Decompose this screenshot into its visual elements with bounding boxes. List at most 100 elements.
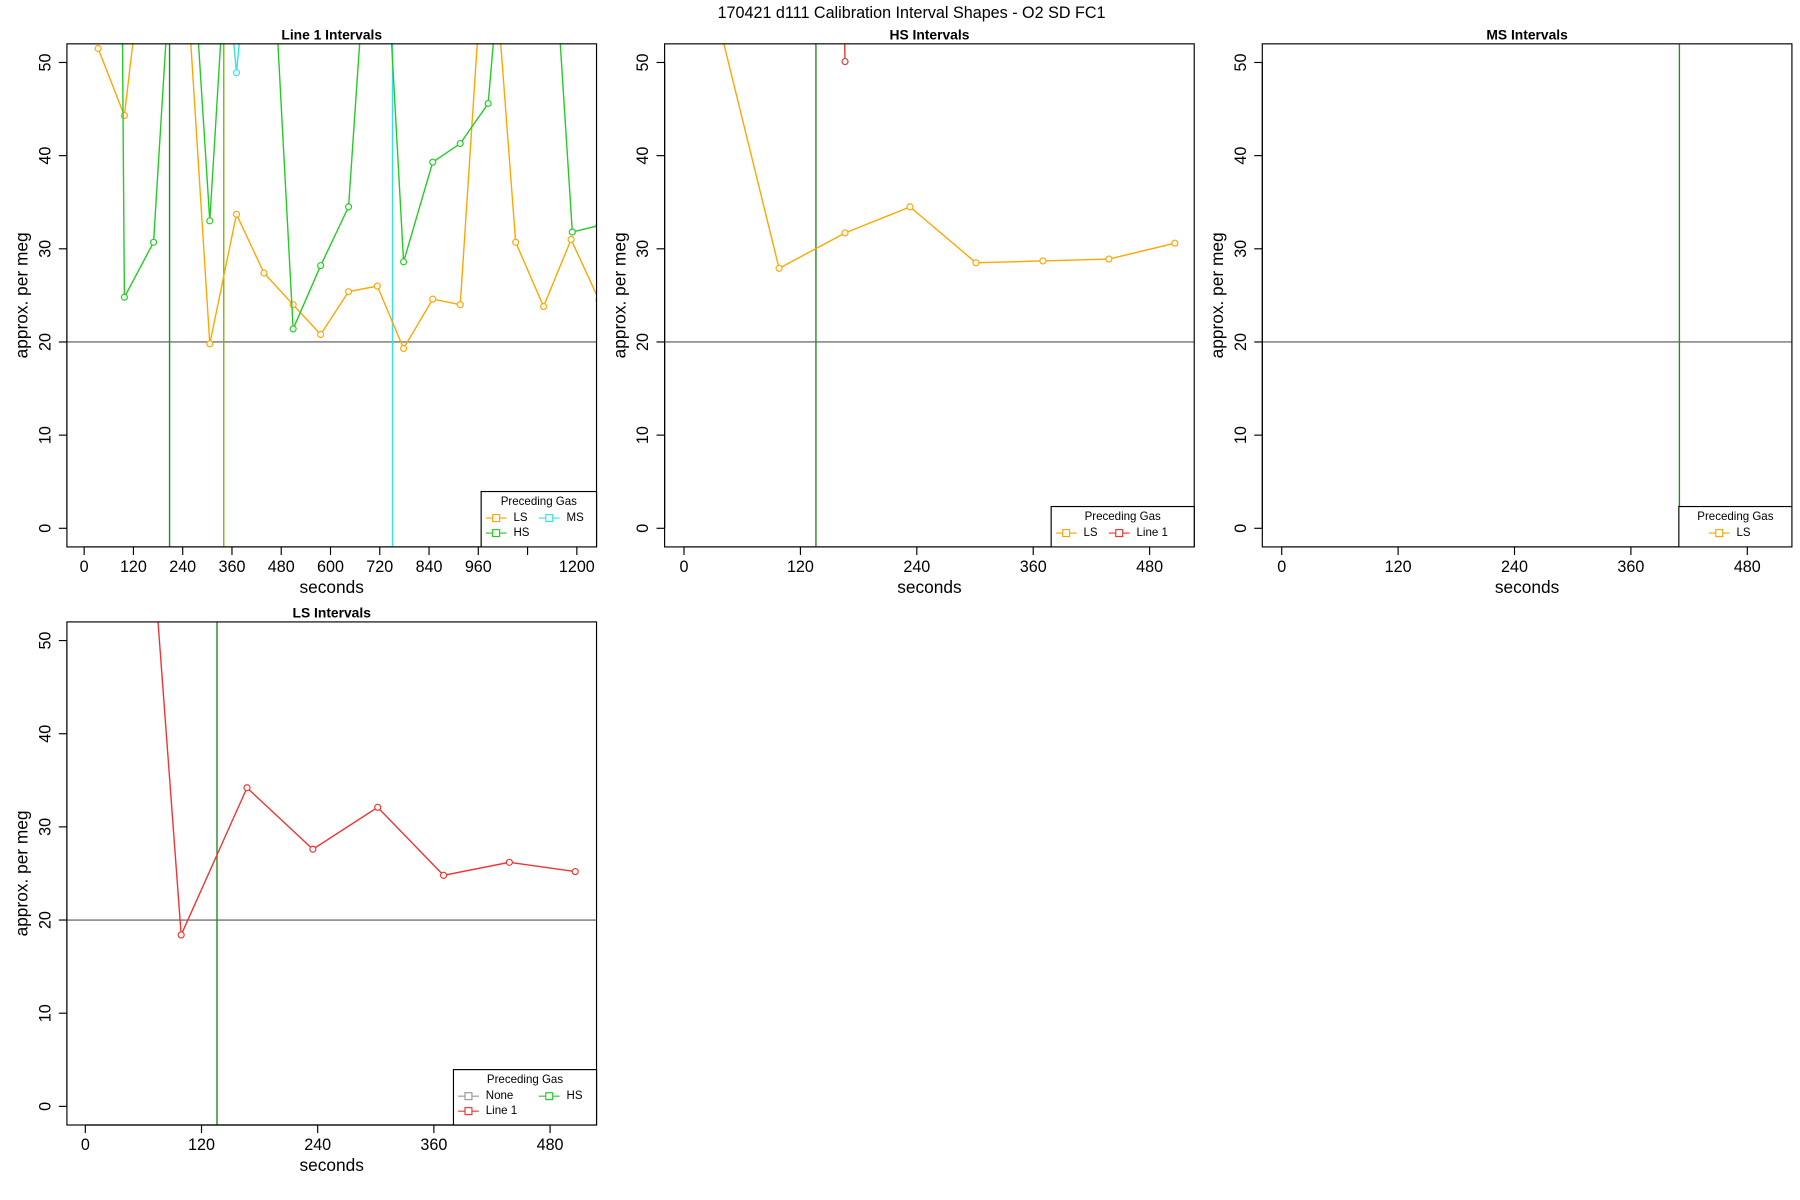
plot-frame [66, 621, 598, 1126]
plot-frame [1261, 43, 1793, 548]
series-line [157, 621, 576, 936]
legend-swatch [464, 1092, 473, 1101]
x-tick-label: 360 [420, 1136, 447, 1154]
legend-label: HS [567, 1090, 583, 1102]
y-tick-label: 40 [36, 725, 54, 743]
legend: Preceding Gas LS [1678, 505, 1793, 548]
point [567, 235, 575, 244]
panel-title: MS Intervals [1486, 26, 1568, 42]
legend-swatch [545, 514, 554, 523]
point [317, 330, 325, 339]
x-tick-label: 0 [81, 1136, 90, 1154]
point [1105, 255, 1113, 263]
y-tick-label: 40 [36, 147, 54, 165]
point [456, 301, 464, 309]
point [775, 264, 783, 272]
point [120, 293, 128, 301]
point [505, 858, 513, 866]
x-tick-label: 360 [1020, 558, 1047, 576]
point [232, 210, 241, 218]
point [289, 301, 297, 309]
legend-box [452, 1069, 598, 1126]
point [374, 803, 382, 811]
point [149, 238, 158, 246]
point [317, 261, 325, 270]
plot-frame [66, 43, 598, 548]
y-axis-label: approx. per meg [1207, 232, 1227, 358]
x-tick-label: 240 [169, 558, 196, 576]
point [289, 325, 297, 333]
x-tick-label: 480 [1734, 558, 1761, 576]
x-axis-label: seconds [1495, 577, 1560, 597]
legend-label: LS [513, 512, 527, 524]
panel: HS Intervals seconds approx. per meg 0 120 24… [609, 26, 1195, 597]
y-tick-label: 30 [36, 240, 54, 258]
y-tick-label: 50 [634, 53, 652, 71]
point [568, 228, 576, 236]
legend-label: MS [567, 512, 585, 524]
y-tick-label: 10 [1232, 426, 1250, 444]
series-line [97, 43, 597, 351]
series-line [233, 43, 240, 73]
y-tick-label: 40 [1232, 147, 1250, 165]
panel-title: Line 1 Intervals [281, 26, 382, 42]
x-tick-label: 960 [465, 558, 492, 576]
point [539, 302, 548, 311]
x-tick-label: 0 [1277, 558, 1286, 576]
legend-box [480, 490, 598, 548]
y-tick-label: 0 [36, 524, 54, 533]
legend-swatch [492, 514, 501, 523]
x-tick-label: 120 [787, 558, 814, 576]
x-axis-label: seconds [300, 1155, 365, 1175]
legend-swatch [492, 529, 501, 538]
point [841, 57, 849, 66]
point [177, 931, 185, 939]
point [972, 259, 980, 267]
legend-box [1050, 505, 1195, 548]
legend-swatch [1715, 529, 1724, 538]
y-tick-label: 50 [1232, 53, 1250, 71]
point [120, 112, 128, 120]
y-tick-label: 40 [634, 147, 652, 165]
x-tick-label: 120 [1385, 558, 1412, 576]
y-axis-label: approx. per meg [12, 232, 32, 358]
x-tick-label: 1200 [559, 558, 595, 576]
y-tick-label: 20 [36, 333, 54, 351]
y-tick-label: 30 [634, 240, 652, 258]
x-tick-label: 840 [416, 558, 443, 576]
legend-swatch [545, 1092, 554, 1101]
x-axis-label: seconds [897, 577, 962, 597]
series-line [121, 43, 597, 330]
point [571, 868, 579, 876]
plot-frame [664, 43, 1195, 548]
x-axis-label: seconds [300, 577, 365, 597]
legend-label: Line 1 [1137, 527, 1168, 539]
legend-title: Preceding Gas [487, 1074, 563, 1086]
y-tick-label: 20 [1232, 333, 1250, 351]
legend-label: None [486, 1090, 514, 1102]
y-tick-label: 0 [1232, 524, 1250, 533]
point [400, 344, 408, 353]
legend: Preceding Gas LS Line 1 [1050, 505, 1195, 548]
y-tick-label: 10 [634, 426, 652, 444]
x-tick-label: 0 [680, 558, 689, 576]
point [1039, 257, 1047, 265]
x-tick-label: 360 [1617, 558, 1644, 576]
y-tick-label: 0 [36, 1102, 54, 1111]
point [344, 288, 353, 296]
legend-title: Preceding Gas [1085, 511, 1161, 523]
y-tick-label: 0 [634, 524, 652, 533]
y-tick-label: 10 [36, 426, 54, 444]
point [1171, 239, 1179, 247]
y-tick-label: 50 [36, 632, 54, 650]
point [206, 340, 214, 348]
y-tick-label: 20 [634, 333, 652, 351]
point [456, 139, 464, 148]
main-title: 170421 d111 Calibration Interval Shapes … [718, 4, 1106, 22]
y-tick-label: 20 [36, 911, 54, 929]
x-tick-label: 240 [1501, 558, 1528, 576]
x-tick-label: 240 [304, 1136, 331, 1154]
legend-swatch [464, 1107, 473, 1116]
point [260, 269, 268, 277]
